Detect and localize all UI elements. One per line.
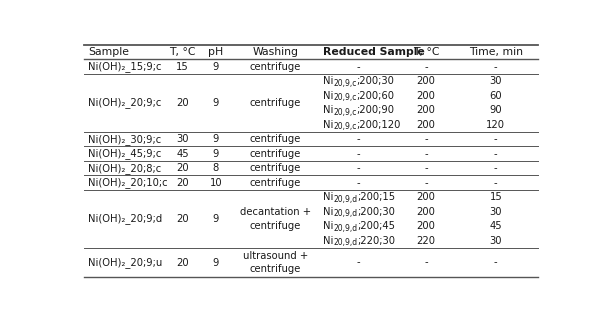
- Text: Washing: Washing: [253, 47, 299, 57]
- Text: 20: 20: [176, 98, 189, 108]
- Text: -: -: [357, 163, 361, 173]
- Text: 9: 9: [213, 149, 219, 159]
- Text: Ni: Ni: [323, 91, 333, 101]
- Text: 200: 200: [416, 207, 436, 217]
- Text: 200: 200: [416, 221, 436, 231]
- Text: 200: 200: [416, 192, 436, 202]
- Text: -: -: [494, 62, 497, 72]
- Text: 20,9,c: 20,9,c: [333, 108, 356, 116]
- Text: 200: 200: [416, 120, 436, 130]
- Text: 90: 90: [490, 105, 502, 115]
- Text: 20: 20: [176, 257, 189, 268]
- Text: -: -: [494, 149, 497, 159]
- Text: 15: 15: [490, 192, 502, 202]
- Text: centrifuge: centrifuge: [250, 149, 301, 159]
- Text: pH: pH: [208, 47, 224, 57]
- Text: Ni(OH)₂_20;9;u: Ni(OH)₂_20;9;u: [88, 257, 162, 268]
- Text: 220: 220: [416, 236, 436, 246]
- Text: 9: 9: [213, 98, 219, 108]
- Text: decantation +
centrifuge: decantation + centrifuge: [240, 208, 311, 230]
- Text: ;200;30: ;200;30: [356, 76, 394, 86]
- Text: Ni: Ni: [323, 221, 333, 231]
- Text: T, °C: T, °C: [169, 47, 196, 57]
- Text: 8: 8: [213, 163, 219, 173]
- Text: ;200;15: ;200;15: [358, 192, 395, 202]
- Text: Ni(OH)₂_20;9;d: Ni(OH)₂_20;9;d: [88, 214, 162, 225]
- Text: Ni(OH)₂_20;9;c: Ni(OH)₂_20;9;c: [88, 98, 161, 108]
- Text: 45: 45: [490, 221, 502, 231]
- Text: Ni: Ni: [323, 192, 333, 202]
- Text: -: -: [357, 149, 361, 159]
- Text: 20,9,d: 20,9,d: [333, 209, 358, 218]
- Text: 9: 9: [213, 134, 219, 144]
- Text: ;200;120: ;200;120: [356, 120, 401, 130]
- Text: 20,9,c: 20,9,c: [333, 122, 356, 131]
- Text: 30: 30: [176, 134, 189, 144]
- Text: 200: 200: [416, 76, 436, 86]
- Text: 45: 45: [176, 149, 189, 159]
- Text: centrifuge: centrifuge: [250, 163, 301, 173]
- Text: -: -: [357, 62, 361, 72]
- Text: ;200;45: ;200;45: [358, 221, 395, 231]
- Text: 30: 30: [490, 207, 502, 217]
- Text: -: -: [494, 257, 497, 268]
- Text: Ni(OH)₂_30;9;c: Ni(OH)₂_30;9;c: [88, 134, 161, 145]
- Text: ;200;60: ;200;60: [356, 91, 395, 101]
- Text: -: -: [357, 257, 361, 268]
- Text: 20,9,c: 20,9,c: [333, 93, 356, 102]
- Text: Ni(OH)₂_15;9;c: Ni(OH)₂_15;9;c: [88, 61, 161, 72]
- Text: 120: 120: [487, 120, 505, 130]
- Text: 20,9,d: 20,9,d: [333, 224, 358, 233]
- Text: 9: 9: [213, 62, 219, 72]
- Text: 20,9,d: 20,9,d: [333, 195, 358, 204]
- Text: ultrasound +
centrifuge: ultrasound + centrifuge: [243, 251, 308, 274]
- Text: ;200;90: ;200;90: [356, 105, 395, 115]
- Text: -: -: [424, 163, 428, 173]
- Text: 30: 30: [490, 76, 502, 86]
- Text: centrifuge: centrifuge: [250, 98, 301, 108]
- Text: Ni: Ni: [323, 236, 333, 246]
- Text: -: -: [424, 149, 428, 159]
- Text: 60: 60: [490, 91, 502, 101]
- Text: Ni: Ni: [323, 207, 333, 217]
- Text: 10: 10: [209, 178, 222, 188]
- Text: -: -: [424, 178, 428, 188]
- Text: 15: 15: [176, 62, 189, 72]
- Text: T, °C: T, °C: [413, 47, 439, 57]
- Text: 20,9,c: 20,9,c: [333, 78, 356, 88]
- Text: -: -: [494, 163, 497, 173]
- Text: centrifuge: centrifuge: [250, 134, 301, 144]
- Text: -: -: [424, 62, 428, 72]
- Text: 20: 20: [176, 214, 189, 224]
- Text: Ni(OH)₂_20;10;c: Ni(OH)₂_20;10;c: [88, 177, 167, 188]
- Text: 30: 30: [490, 236, 502, 246]
- Text: 200: 200: [416, 105, 436, 115]
- Text: Sample: Sample: [88, 47, 129, 57]
- Text: -: -: [424, 257, 428, 268]
- Text: Ni: Ni: [323, 76, 333, 86]
- Text: 20,9,d: 20,9,d: [333, 238, 358, 247]
- Text: Ni: Ni: [323, 105, 333, 115]
- Text: centrifuge: centrifuge: [250, 178, 301, 188]
- Text: -: -: [357, 134, 361, 144]
- Text: 9: 9: [213, 214, 219, 224]
- Text: Ni(OH)₂_20;8;c: Ni(OH)₂_20;8;c: [88, 163, 161, 174]
- Text: -: -: [494, 178, 497, 188]
- Text: -: -: [424, 134, 428, 144]
- Text: Time, min: Time, min: [469, 47, 523, 57]
- Text: -: -: [357, 178, 361, 188]
- Text: Ni(OH)₂_45;9;c: Ni(OH)₂_45;9;c: [88, 148, 161, 159]
- Text: ;200;30: ;200;30: [358, 207, 395, 217]
- Text: ;220;30: ;220;30: [358, 236, 395, 246]
- Text: Reduced Sample: Reduced Sample: [323, 47, 425, 57]
- Text: Ni: Ni: [323, 120, 333, 130]
- Text: centrifuge: centrifuge: [250, 62, 301, 72]
- Text: 9: 9: [213, 257, 219, 268]
- Text: -: -: [494, 134, 497, 144]
- Text: 20: 20: [176, 163, 189, 173]
- Text: 200: 200: [416, 91, 436, 101]
- Text: 20: 20: [176, 178, 189, 188]
